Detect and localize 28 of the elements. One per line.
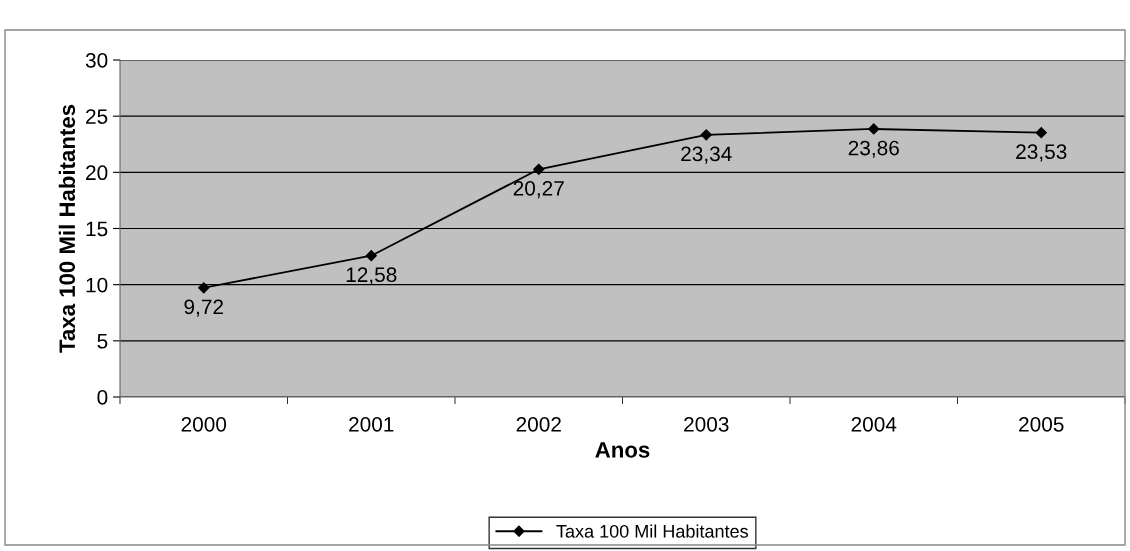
- data-label: 9,72: [184, 299, 223, 317]
- point: [1035, 127, 1047, 139]
- data-label: 23,53: [1016, 144, 1067, 162]
- data-label: 20,27: [513, 180, 564, 199]
- y-tick-label: 10: [86, 277, 108, 293]
- point: [533, 163, 545, 175]
- y-tick-label: 0: [97, 390, 108, 405]
- x-tick-label: 2001: [349, 416, 394, 432]
- x-tick-label: 2004: [851, 416, 897, 432]
- y-tick-label: 20: [86, 165, 108, 181]
- legend-label: Taxa 100 Mil Habitantes: [556, 524, 748, 538]
- x-tick-label: 2003: [684, 416, 729, 432]
- x-tick-label: 2005: [1019, 416, 1064, 432]
- point: [700, 129, 712, 141]
- y-tick-label: 30: [85, 53, 108, 68]
- x-tick-label: 2000: [181, 416, 227, 432]
- point: [365, 250, 377, 262]
- data-label: 23,34: [681, 146, 732, 164]
- x-tick-label: 2002: [516, 416, 561, 432]
- x-axis-title: Anos: [595, 442, 650, 458]
- point: [198, 282, 210, 294]
- data-label: 23,86: [848, 140, 899, 158]
- y-axis-title: Taxa 100 Mil Habitantes: [58, 104, 76, 353]
- point: [868, 123, 880, 135]
- y-tick-label: 15: [86, 221, 108, 237]
- data-label: 12,58: [346, 267, 397, 285]
- y-tick-label: 5: [97, 334, 108, 349]
- y-tick-label: 25: [86, 109, 108, 124]
